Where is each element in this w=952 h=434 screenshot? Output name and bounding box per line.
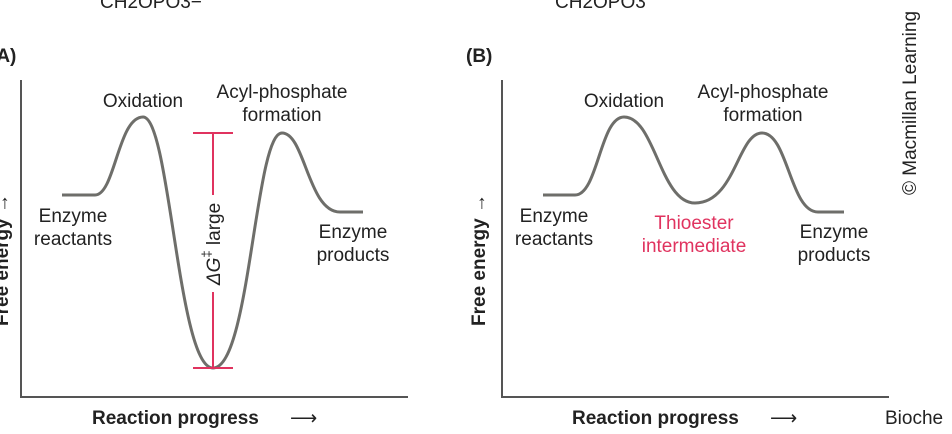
panel-a-y-label: Free energy → [0, 194, 13, 326]
panel-b-mid-label-1: Thioester [654, 213, 734, 234]
panel-b-peak2-label-1: Acyl-phosphate [698, 82, 829, 103]
panel-a-barrier-label: ΔG‡ large [199, 203, 225, 286]
panel-b-y-label: Free energy → [469, 194, 490, 326]
panel-a-peak2-label-2: formation [242, 105, 321, 126]
panel-b-x-label: Reaction progress [572, 408, 739, 429]
panel-b-start-label-2: reactants [515, 229, 593, 250]
copyright-notice: © Macmillan Learning [900, 11, 921, 195]
panel-a: (A) Free energy → ΔG‡ large Oxidation Ac… [0, 46, 408, 429]
panel-a-start-label-1: Enzyme [39, 206, 108, 227]
panel-b-peak1-label: Oxidation [584, 91, 664, 112]
panel-a-x-arrow: ⟶ [290, 408, 317, 429]
panel-a-end-label-1: Enzyme [319, 222, 388, 243]
svg-text:ΔG‡ large: ΔG‡ large [199, 203, 225, 286]
panel-a-barrier-bar [193, 132, 233, 369]
panel-b-end-label-1: Enzyme [800, 222, 869, 243]
panel-b-start-label-1: Enzyme [520, 206, 589, 227]
header-fragment-a: CH2OPO3− [100, 0, 202, 13]
footer-fragment: Bioche [885, 408, 943, 429]
panel-b-x-arrow: ⟶ [770, 408, 797, 429]
panel-b: (B) Free energy → Oxidation Acyl-phospha… [466, 46, 889, 429]
panel-a-axes [20, 80, 408, 398]
panel-b-mid-label-2: intermediate [642, 236, 747, 257]
panel-b-end-label-2: products [798, 245, 871, 266]
panel-a-start-label-2: reactants [34, 229, 112, 250]
panel-b-energy-curve [543, 115, 844, 214]
header-fragment-b: CH2OPO3 [555, 0, 646, 13]
panel-a-peak1-label: Oxidation [103, 91, 183, 112]
panel-b-axes [501, 80, 889, 398]
panel-a-x-label: Reaction progress [92, 408, 259, 429]
panel-b-peak2-label-2: formation [723, 105, 802, 126]
panel-a-peak2-label-1: Acyl-phosphate [217, 82, 348, 103]
panel-a-end-label-2: products [317, 245, 390, 266]
panel-b-tag: (B) [466, 46, 492, 67]
panel-a-tag: (A) [0, 46, 16, 67]
